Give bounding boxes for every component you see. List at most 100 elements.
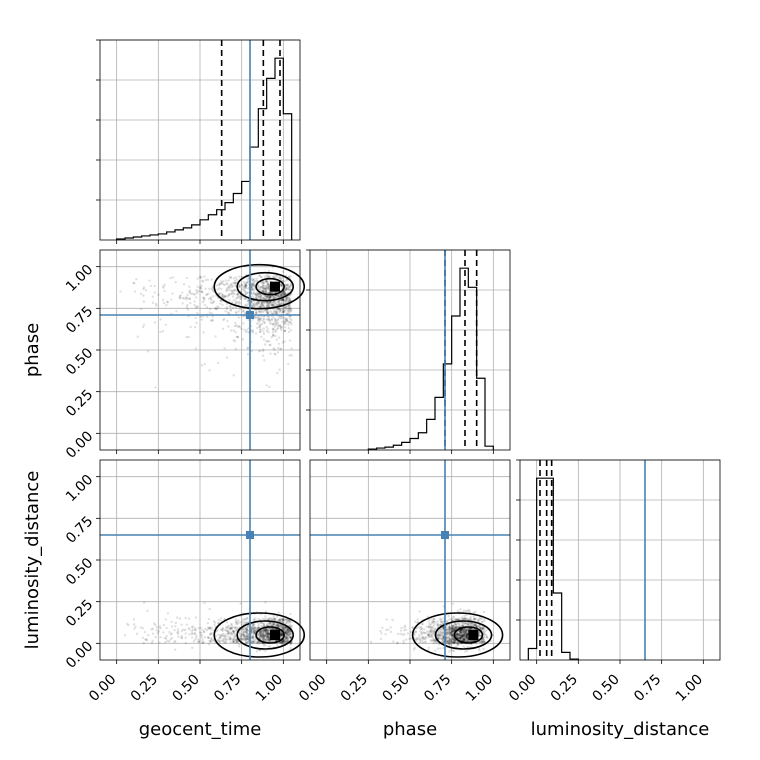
sample-point: [465, 649, 469, 653]
sample-point: [191, 646, 194, 650]
sample-point: [245, 281, 249, 284]
sample-point: [275, 624, 279, 628]
sample-point: [132, 618, 136, 621]
sample-point: [263, 294, 267, 298]
sample-point: [429, 635, 433, 638]
sample-point: [171, 276, 175, 279]
sample-point: [159, 318, 162, 321]
sample-point: [173, 628, 176, 632]
sample-point: [173, 640, 176, 644]
sample-point: [458, 631, 461, 634]
sample-point: [267, 633, 271, 636]
sample-point: [273, 317, 277, 320]
sample-point: [157, 293, 160, 296]
sample-point: [403, 628, 406, 632]
sample-point: [469, 617, 472, 621]
sample-point: [239, 308, 242, 311]
sample-point: [229, 637, 232, 640]
sample-point: [453, 623, 456, 626]
sample-point: [458, 630, 462, 633]
sample-point: [238, 283, 241, 286]
sample-point: [243, 282, 247, 286]
sample-point: [245, 627, 248, 631]
sample-point: [409, 637, 413, 640]
sample-point: [448, 625, 452, 629]
sample-point: [452, 628, 456, 631]
sample-point: [216, 629, 219, 632]
sample-point: [460, 635, 463, 638]
sample-point: [260, 301, 263, 305]
sample-point: [141, 325, 145, 329]
sample-point: [266, 283, 269, 287]
sample-point: [202, 630, 206, 634]
sample-point: [199, 633, 203, 637]
sample-point: [262, 623, 266, 626]
sample-point: [466, 633, 469, 636]
sample-point: [280, 619, 284, 622]
sample-point: [257, 301, 260, 305]
sample-point: [238, 632, 241, 635]
sample-point: [258, 304, 262, 307]
sample-point: [232, 277, 236, 280]
sample-point: [287, 362, 290, 366]
sample-point: [242, 287, 246, 291]
sample-point: [450, 630, 454, 634]
sample-point: [432, 617, 436, 621]
sample-point: [243, 637, 247, 641]
sample-point: [267, 317, 270, 320]
sample-point: [285, 636, 288, 640]
sample-point: [276, 299, 279, 303]
sample-point: [256, 292, 259, 296]
sample-point: [477, 624, 480, 627]
sample-point: [154, 302, 158, 306]
sample-point: [462, 637, 466, 641]
sample-point: [262, 305, 266, 308]
sample-point: [271, 617, 274, 620]
sample-point: [280, 298, 284, 302]
sample-point: [259, 641, 262, 644]
sample-point: [279, 347, 283, 351]
sample-point: [258, 330, 262, 333]
sample-point: [235, 638, 238, 641]
sample-point: [262, 287, 266, 290]
sample-point: [448, 630, 451, 634]
sample-point: [162, 631, 165, 634]
sample-point: [225, 282, 229, 285]
sample-point: [453, 638, 456, 642]
sample-point: [276, 351, 280, 354]
sample-point: [200, 364, 204, 367]
sample-point: [226, 319, 229, 323]
sample-point: [267, 301, 270, 304]
sample-point: [245, 638, 249, 641]
sample-point: [264, 289, 267, 293]
sample-point: [189, 325, 192, 329]
sample-point: [271, 295, 275, 298]
sample-point: [283, 619, 287, 622]
sample-point: [243, 297, 247, 300]
sample-point: [256, 640, 260, 643]
sample-point: [163, 283, 166, 287]
sample-point: [216, 305, 219, 308]
sample-point: [422, 631, 426, 634]
sample-point: [482, 637, 485, 641]
sample-point: [272, 623, 275, 627]
sample-point: [282, 310, 285, 314]
sample-point: [281, 641, 284, 645]
sample-point: [278, 315, 282, 318]
sample-point: [251, 635, 255, 638]
sample-point: [261, 349, 265, 353]
sample-point: [227, 286, 231, 290]
sample-point: [268, 385, 271, 389]
sample-point: [273, 296, 276, 299]
sample-point: [273, 275, 276, 279]
sample-point: [221, 293, 225, 297]
sample-point: [269, 309, 272, 313]
sample-point: [483, 630, 486, 634]
sample-point: [426, 629, 429, 633]
sample-point: [448, 642, 451, 645]
sample-point: [253, 630, 256, 634]
sample-point: [462, 635, 465, 639]
sample-point: [285, 635, 288, 638]
sample-point: [259, 285, 262, 289]
sample-point: [234, 301, 238, 305]
